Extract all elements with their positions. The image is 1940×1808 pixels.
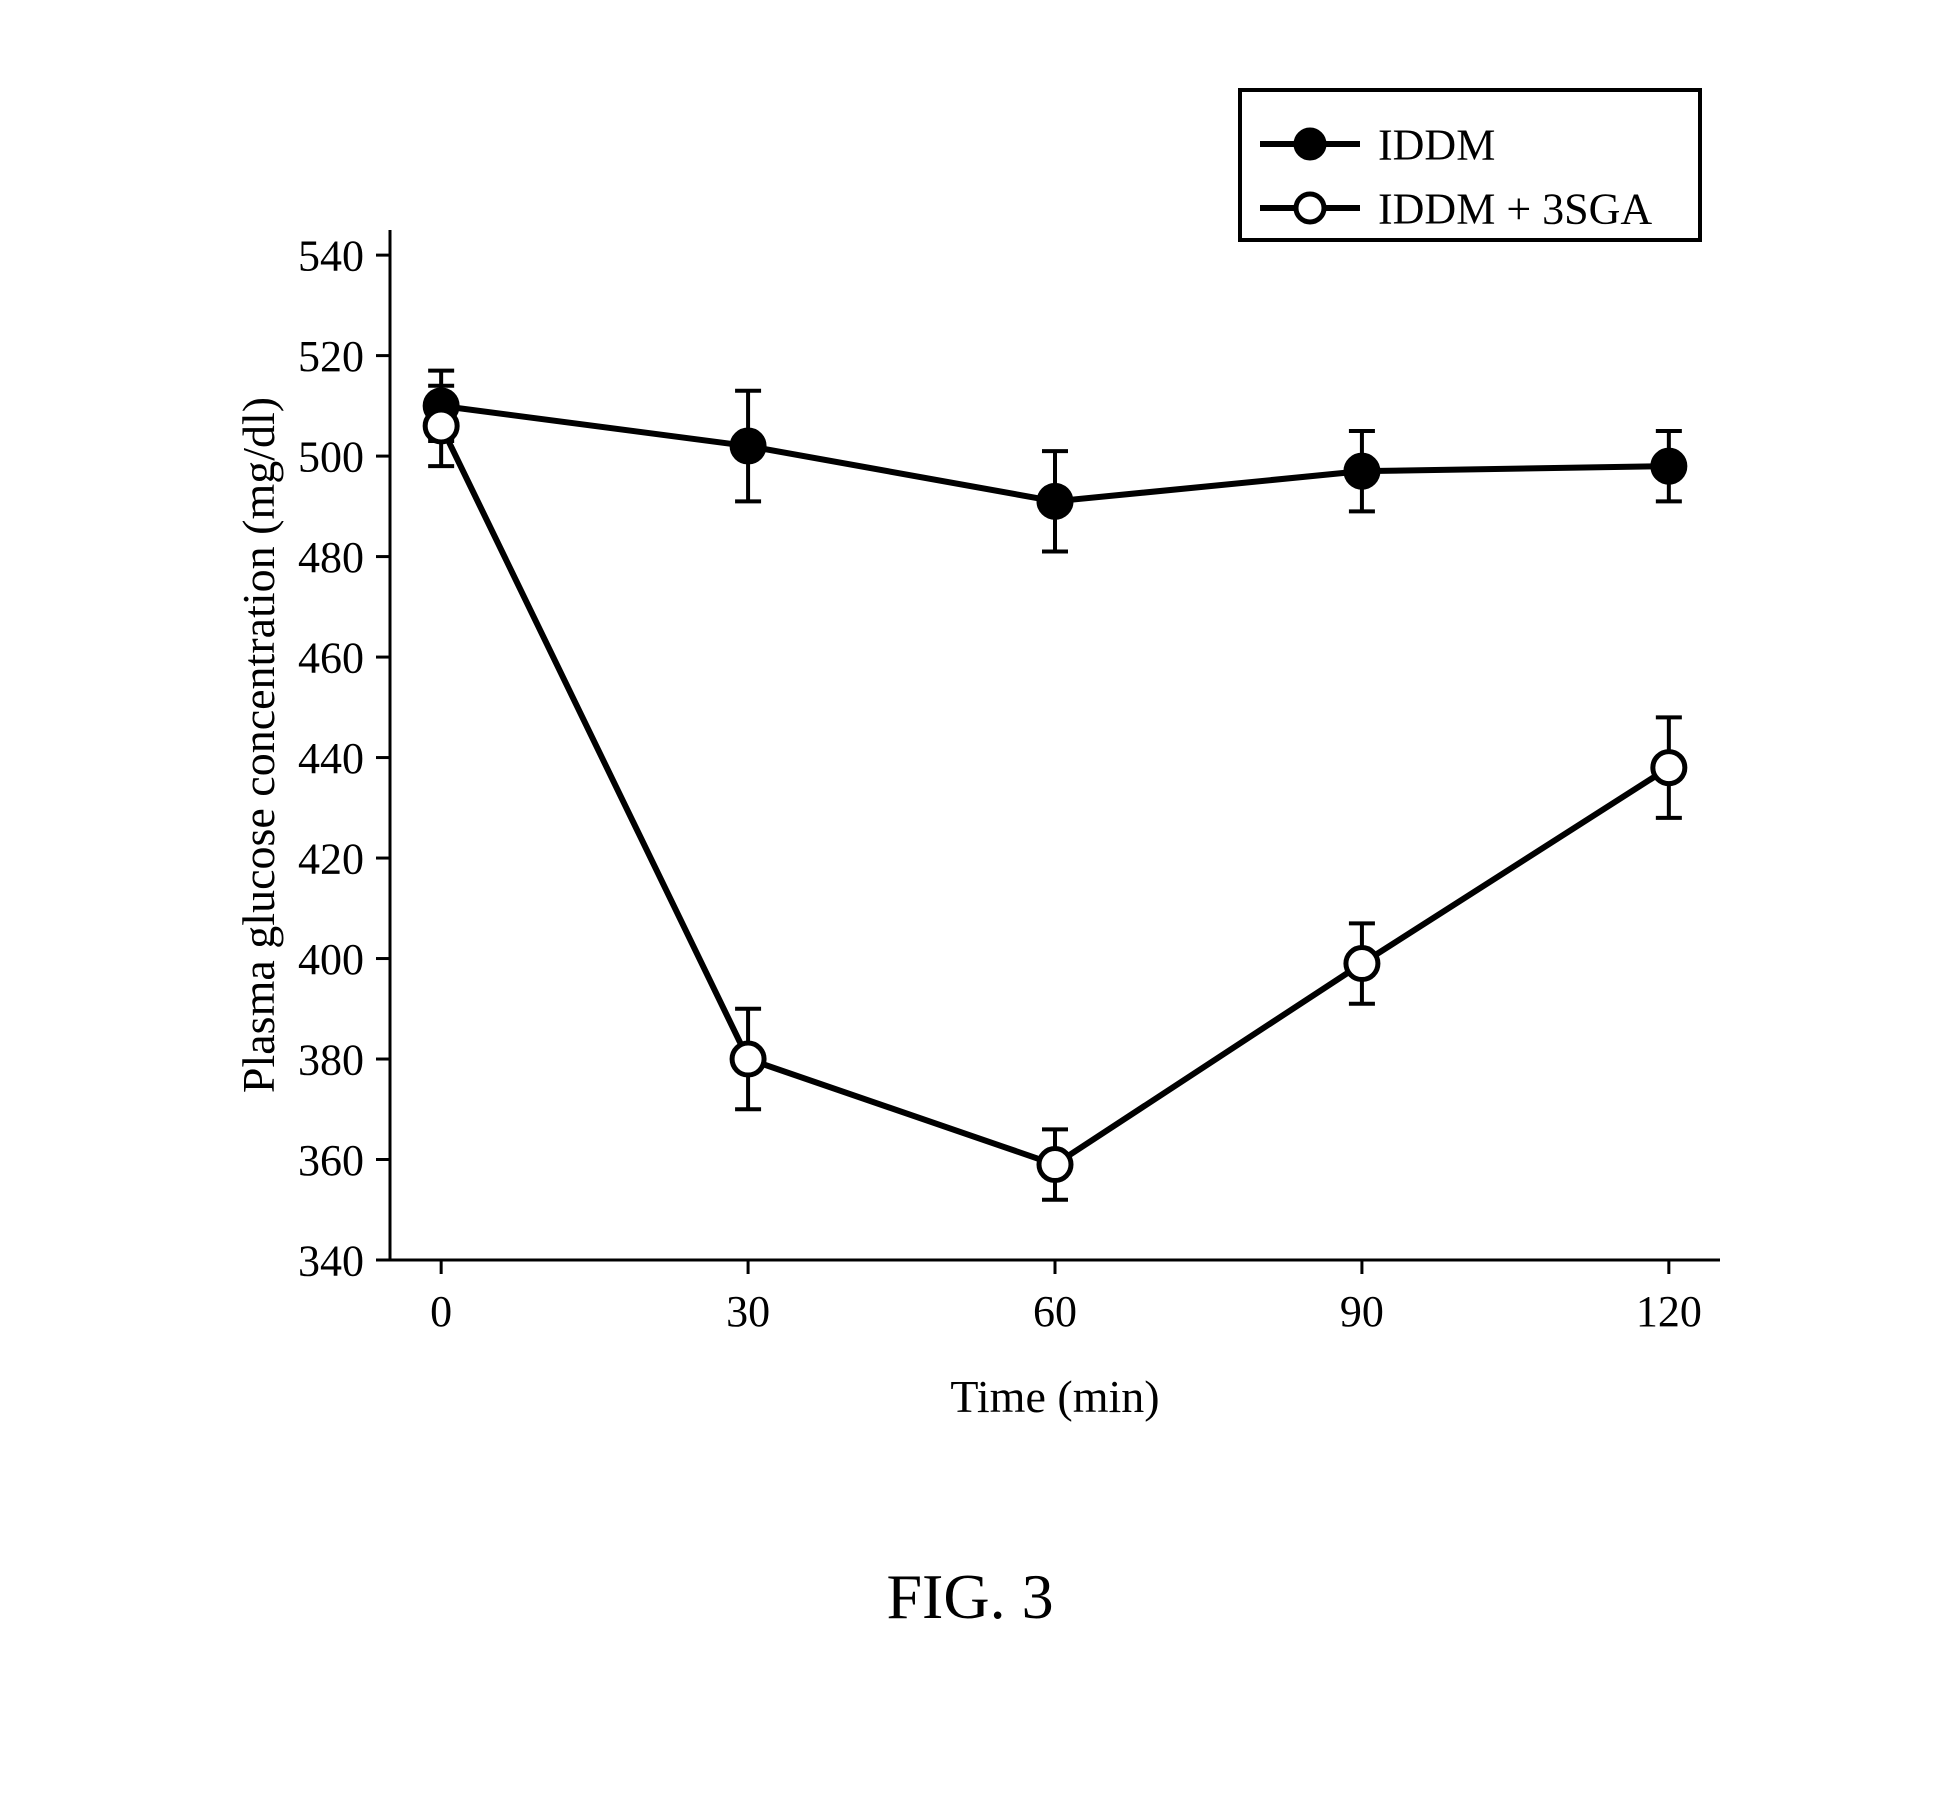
chart-container: 0 30 60 90 120 340 360 380 400 420 440 460 480 500 520… <box>180 60 1760 1460</box>
y-tick-label: 480 <box>298 533 364 582</box>
y-tick-label: 340 <box>298 1236 364 1285</box>
y-axis-label: Plasma glucose concentration (mg/dl) <box>233 397 284 1093</box>
y-tick-label: 500 <box>298 432 364 481</box>
data-marker <box>1346 455 1378 487</box>
data-marker <box>1653 450 1685 482</box>
plot-area <box>390 230 1720 1260</box>
y-tick-label: 440 <box>298 734 364 783</box>
legend-label: IDDM + 3SGA <box>1378 184 1652 233</box>
x-tick-label: 60 <box>1033 1287 1077 1336</box>
y-tick-label: 400 <box>298 935 364 984</box>
data-marker <box>1653 752 1685 784</box>
data-marker <box>425 410 457 442</box>
figure-caption: FIG. 3 <box>0 1560 1940 1634</box>
y-tick-label: 540 <box>298 232 364 281</box>
page: 0 30 60 90 120 340 360 380 400 420 440 460 480 500 520… <box>0 0 1940 1808</box>
x-tick-label: 120 <box>1636 1287 1702 1336</box>
y-tick-label: 460 <box>298 633 364 682</box>
x-tick-label: 30 <box>726 1287 770 1336</box>
x-tick-label: 0 <box>430 1287 452 1336</box>
x-tick-label: 90 <box>1340 1287 1384 1336</box>
y-tick-label: 420 <box>298 834 364 883</box>
y-tick-label: 380 <box>298 1035 364 1084</box>
data-marker <box>1039 1149 1071 1181</box>
legend-marker <box>1296 130 1324 158</box>
chart-svg: 0 30 60 90 120 340 360 380 400 420 440 460 480 500 520… <box>180 60 1760 1460</box>
y-tick-label: 520 <box>298 332 364 381</box>
data-marker <box>732 430 764 462</box>
x-axis-label: Time (min) <box>950 1371 1159 1422</box>
data-marker <box>732 1043 764 1075</box>
y-tick-label: 360 <box>298 1136 364 1185</box>
data-marker <box>1346 948 1378 980</box>
data-marker <box>1039 485 1071 517</box>
legend-marker <box>1296 194 1324 222</box>
legend-label: IDDM <box>1378 120 1495 169</box>
